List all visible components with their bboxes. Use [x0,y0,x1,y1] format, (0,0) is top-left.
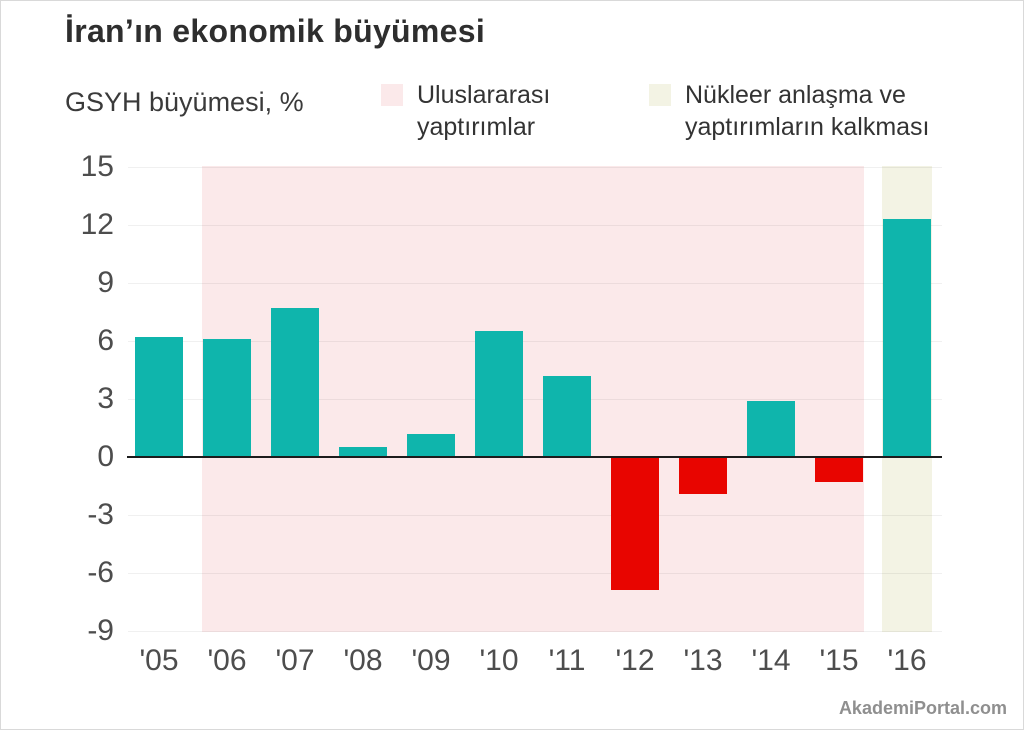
gridline [128,341,942,342]
y-axis-tick-label: 12 [80,208,114,241]
x-axis-tick-label: '13 [683,644,723,677]
sanctions-band-swatch [381,84,403,106]
legend-label-nuclear-deal: Nükleer anlaşma ve yaptırımların kalkmas… [685,81,930,141]
gridline [128,515,942,516]
y-axis-unit-label: GSYH büyümesi, % [65,87,304,117]
bar-12 [611,457,659,590]
gridline [128,631,942,632]
x-axis-tick-label: '09 [411,644,451,677]
x-axis-tick-label: '06 [207,644,247,677]
bar-10 [475,331,523,457]
chart-title: İran’ın ekonomik büyümesi [65,13,486,49]
gridline [128,225,942,226]
bar-16 [883,219,931,457]
y-axis-tick-label: -9 [87,614,114,647]
legend-item-nuclear-deal: Nükleer anlaşma ve yaptırımların kalkmas… [649,79,950,143]
nuclear-deal-band-swatch [649,84,671,106]
bar-08 [339,447,387,457]
bar-05 [135,337,183,457]
x-axis-tick-label: '11 [548,644,586,677]
gridline [128,283,942,284]
y-axis-tick-label: 6 [97,324,114,357]
x-axis-tick-label: '05 [139,644,179,677]
x-axis-tick-label: '07 [275,644,315,677]
gridline [128,573,942,574]
x-axis-tick-label: '15 [819,644,859,677]
gridline [128,167,942,168]
y-axis-tick-label: -6 [87,556,114,589]
watermark: AkademiPortal.com [838,698,1007,718]
x-axis-tick-label: '12 [615,644,655,677]
legend-item-sanctions: Uluslararası yaptırımlar [381,79,592,143]
gridline [128,399,942,400]
legend-label-sanctions: Uluslararası yaptırımlar [417,81,551,141]
x-axis-tick-label: '08 [343,644,383,677]
bar-14 [747,401,795,457]
y-axis-tick-label: 3 [97,382,114,415]
x-axis-tick-label: '10 [479,644,519,677]
bar-06 [203,339,251,457]
x-axis-tick-label: '16 [887,644,927,677]
y-axis-tick-label: 0 [97,440,114,473]
bar-13 [679,457,727,494]
y-axis-tick-label: -3 [87,498,114,531]
bar-11 [543,376,591,457]
zero-axis-line [127,456,942,458]
x-axis-tick-label: '14 [751,644,791,677]
y-axis-tick-label: 9 [97,266,114,299]
bar-07 [271,308,319,457]
bar-15 [815,457,863,482]
bar-09 [407,434,455,457]
y-axis-tick-label: 15 [80,150,114,183]
